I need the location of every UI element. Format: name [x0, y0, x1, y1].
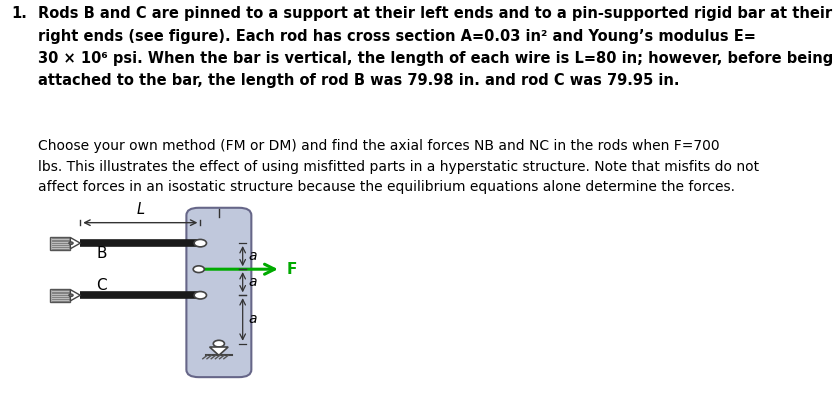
- Circle shape: [194, 291, 206, 299]
- Polygon shape: [70, 238, 80, 249]
- Text: Rods B and C are pinned to a support at their left ends and to a pin-supported r: Rods B and C are pinned to a support at …: [38, 6, 833, 88]
- Polygon shape: [70, 290, 80, 301]
- Circle shape: [193, 266, 204, 272]
- Text: F: F: [286, 262, 297, 277]
- Text: a: a: [248, 249, 257, 263]
- Text: 1.: 1.: [11, 6, 27, 21]
- Text: L: L: [136, 202, 145, 217]
- Text: C: C: [96, 278, 107, 293]
- Polygon shape: [210, 347, 228, 355]
- Text: Choose your own method (FM or DM) and find the axial forces NB and NC in the rod: Choose your own method (FM or DM) and fi…: [38, 139, 760, 194]
- Text: a: a: [248, 275, 257, 289]
- Circle shape: [69, 294, 74, 297]
- Polygon shape: [50, 237, 70, 249]
- Text: B: B: [96, 246, 106, 261]
- Polygon shape: [50, 289, 70, 302]
- Circle shape: [194, 240, 206, 247]
- Text: a: a: [248, 312, 257, 326]
- Circle shape: [69, 242, 74, 244]
- FancyBboxPatch shape: [186, 208, 252, 377]
- Circle shape: [213, 340, 224, 347]
